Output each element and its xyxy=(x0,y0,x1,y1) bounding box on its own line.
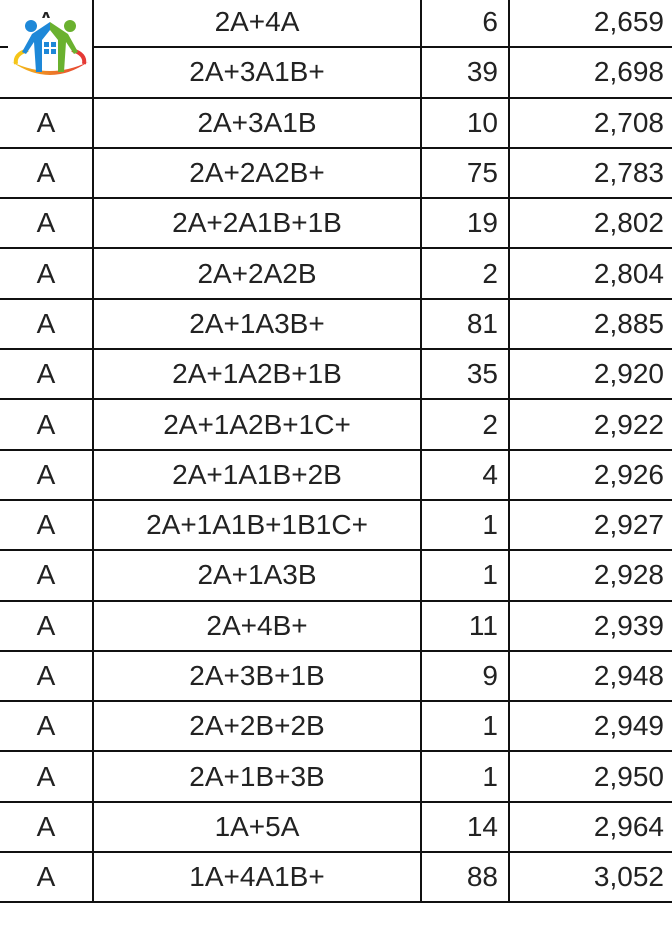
category-cell: A xyxy=(0,146,94,200)
value-cell: 3,052 xyxy=(508,851,672,904)
data-table: A2A+4A62,659A2A+3A1B+392,698A2A+3A1B102,… xyxy=(0,0,672,904)
value-cell: 2,964 xyxy=(508,800,672,854)
combination-cell: 2A+2A2B xyxy=(92,247,422,300)
category-cell: A xyxy=(0,750,94,803)
count-cell: 1 xyxy=(420,498,510,552)
count-cell: 2 xyxy=(420,398,510,451)
table-row: A 2A+1A1B+1B1C+ 1 2,927 xyxy=(0,498,672,552)
category-cell: A xyxy=(0,398,94,451)
table-row: A 2A+1A1B+2B 4 2,926 xyxy=(0,448,672,501)
category-cell: A xyxy=(0,348,94,401)
combination-cell: 2A+3A1B xyxy=(92,96,422,149)
table-row: A 2A+3B+1B 9 2,948 xyxy=(0,649,672,703)
count-cell: 1 xyxy=(420,750,510,803)
table-row: A 2A+2A2B+ 75 2,783 xyxy=(0,146,672,200)
count-cell: 81 xyxy=(420,297,510,351)
value-cell: 2,926 xyxy=(508,448,672,501)
combination-cell: 2A+1A1B+2B xyxy=(92,448,422,501)
count-cell: 19 xyxy=(420,197,510,250)
table-row: A 2A+1A2B+1B 35 2,920 xyxy=(0,348,672,401)
category-cell: A xyxy=(0,297,94,351)
table-row: A 2A+2A2B 2 2,804 xyxy=(0,247,672,300)
table-row: A 2A+2A1B+1B 19 2,802 xyxy=(0,197,672,250)
category-cell: A xyxy=(0,96,94,149)
count-cell: 14 xyxy=(420,800,510,854)
value-cell: 2,698 xyxy=(508,46,672,99)
combination-cell: 2A+1A3B+ xyxy=(92,297,422,351)
value-cell: 2,927 xyxy=(508,498,672,552)
combination-cell: 2A+3B+1B xyxy=(92,649,422,703)
count-cell: 1 xyxy=(420,549,510,602)
category-cell: A xyxy=(0,649,94,703)
value-cell: 2,885 xyxy=(508,297,672,351)
table-row: A 2A+3A1B 10 2,708 xyxy=(0,96,672,149)
category-cell: A xyxy=(0,700,94,753)
table-row: A 1A+5A 14 2,964 xyxy=(0,800,672,854)
table-row: A 2A+1A2B+1C+ 2 2,922 xyxy=(0,398,672,451)
count-cell: 35 xyxy=(420,348,510,401)
combination-cell: 1A+5A xyxy=(92,800,422,854)
value-cell: 2,948 xyxy=(508,649,672,703)
value-cell: 2,920 xyxy=(508,348,672,401)
value-cell: 2,804 xyxy=(508,247,672,300)
table-row: A2A+3A1B+392,698 xyxy=(0,46,672,99)
table-row: A 2A+4B+ 11 2,939 xyxy=(0,599,672,652)
count-cell: 9 xyxy=(420,649,510,703)
value-cell: 2,922 xyxy=(508,398,672,451)
count-cell: 4 xyxy=(420,448,510,501)
count-cell: 1 xyxy=(420,700,510,753)
value-cell: 2,950 xyxy=(508,750,672,803)
category-cell: A xyxy=(0,197,94,250)
combination-cell: 2A+4B+ xyxy=(92,599,422,652)
combination-cell: 2A+4A xyxy=(92,0,422,49)
combination-cell: 2A+1B+3B xyxy=(92,750,422,803)
table-row: A 2A+1B+3B 1 2,950 xyxy=(0,750,672,803)
count-cell: 88 xyxy=(420,851,510,904)
house-people-logo xyxy=(8,18,92,84)
count-cell: 39 xyxy=(420,46,510,99)
value-cell: 2,783 xyxy=(508,146,672,200)
combination-cell: 2A+1A2B+1C+ xyxy=(92,398,422,451)
table-row: A 1A+4A1B+ 88 3,052 xyxy=(0,851,672,904)
table-row: A 2A+2B+2B 1 2,949 xyxy=(0,700,672,753)
value-cell: 2,949 xyxy=(508,700,672,753)
count-cell: 6 xyxy=(420,0,510,49)
category-cell: A xyxy=(0,851,94,904)
combination-cell: 2A+1A3B xyxy=(92,549,422,602)
value-cell: 2,802 xyxy=(508,197,672,250)
table-row: A 2A+1A3B 1 2,928 xyxy=(0,549,672,602)
combination-cell: 2A+2B+2B xyxy=(92,700,422,753)
count-cell: 2 xyxy=(420,247,510,300)
count-cell: 75 xyxy=(420,146,510,200)
count-cell: 10 xyxy=(420,96,510,149)
category-cell: A xyxy=(0,498,94,552)
category-cell: A xyxy=(0,549,94,602)
combination-cell: 2A+2A1B+1B xyxy=(92,197,422,250)
value-cell: 2,708 xyxy=(508,96,672,149)
value-cell: 2,928 xyxy=(508,549,672,602)
combination-cell: 1A+4A1B+ xyxy=(92,851,422,904)
value-cell: 2,659 xyxy=(508,0,672,49)
value-cell: 2,939 xyxy=(508,599,672,652)
count-cell: 11 xyxy=(420,599,510,652)
combination-cell: 2A+1A1B+1B1C+ xyxy=(92,498,422,552)
combination-cell: 2A+3A1B+ xyxy=(92,46,422,99)
combination-cell: 2A+2A2B+ xyxy=(92,146,422,200)
table-row: A 2A+1A3B+ 81 2,885 xyxy=(0,297,672,351)
category-cell: A xyxy=(0,599,94,652)
category-cell: A xyxy=(0,800,94,854)
category-cell: A xyxy=(0,448,94,501)
combination-cell: 2A+1A2B+1B xyxy=(92,348,422,401)
category-cell: A xyxy=(0,247,94,300)
